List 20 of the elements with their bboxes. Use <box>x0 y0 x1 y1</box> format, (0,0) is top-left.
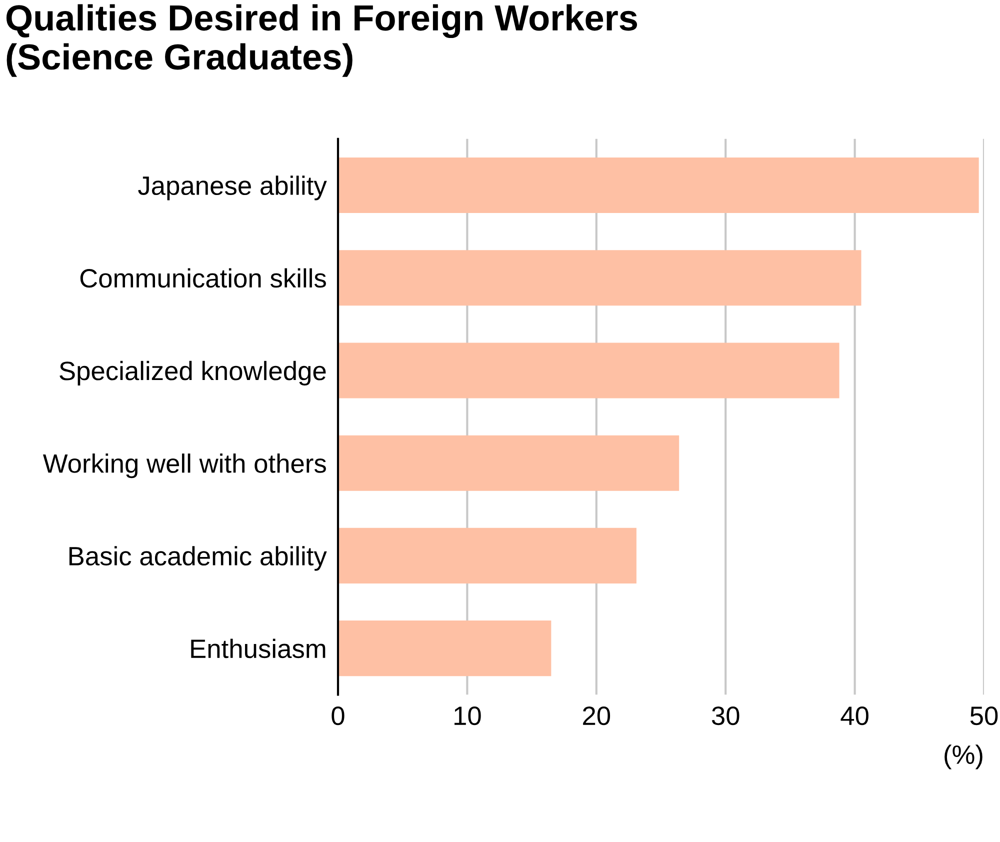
x-tick-label: 50 <box>970 706 998 726</box>
y-tick-label: Enthusiasm <box>191 638 326 658</box>
chart-title: Qualities Desired in Foreign Workers (Science Graduates) <box>6 4 637 77</box>
bar <box>338 157 979 214</box>
y-tick-label: Japanese ability <box>138 176 327 200</box>
x-tick-label: 0 <box>332 706 344 726</box>
bar <box>338 620 552 676</box>
bar <box>338 435 680 491</box>
y-tick-label: Basic academic ability <box>69 546 327 571</box>
x-tick-label: 20 <box>583 706 610 726</box>
x-axis-title: (%) <box>944 744 982 770</box>
y-tick-label: Working well with others <box>42 454 326 478</box>
x-tick-label: 10 <box>454 706 481 726</box>
x-tick-label: 40 <box>840 706 868 726</box>
y-tick-label: Specialized knowledge <box>60 360 326 386</box>
y-tick-label: Communication skills <box>80 268 326 288</box>
x-tick-label: 30 <box>712 706 740 726</box>
bar <box>338 250 862 306</box>
bar <box>338 342 840 398</box>
bar <box>338 528 636 584</box>
